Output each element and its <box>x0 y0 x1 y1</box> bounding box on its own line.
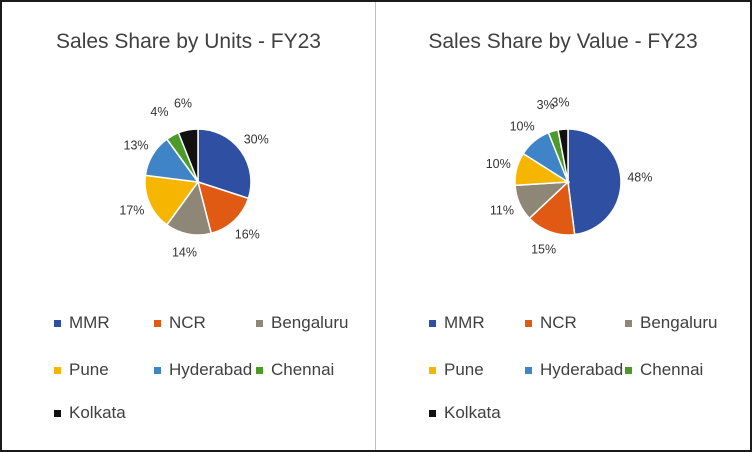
data-label-kolkata: 6% <box>174 96 192 110</box>
data-label-bengaluru: 14% <box>172 246 197 260</box>
pie-slice-mmr <box>567 128 622 236</box>
pie-slice-kolkata <box>557 128 569 183</box>
data-label-hyderabad: 10% <box>510 120 535 134</box>
pie-slice-ncr <box>528 180 576 236</box>
data-label-mmr: 48% <box>627 170 652 184</box>
data-label-kolkata: 3% <box>551 95 569 109</box>
value-chart-title: Sales Share by Value - FY23 <box>428 30 698 53</box>
units-chart-panel: Sales Share by Units - FY23 30% 16% 14% 17%… <box>2 2 375 450</box>
data-label-ncr: 16% <box>235 227 260 241</box>
panel-divider <box>375 2 376 450</box>
units-pie-chart: 30% 16% 14% 17% 13% 4% 6% <box>119 96 269 260</box>
data-label-pune: 17% <box>119 204 144 218</box>
pie-slice-pune <box>144 174 200 226</box>
pie-slice-ncr <box>196 180 250 235</box>
value-chart-panel: Sales Share by Value - FY23 48% 15% 11% 10%… <box>376 2 750 450</box>
data-label-ncr: 15% <box>531 243 556 257</box>
data-label-chennai: 3% <box>537 98 555 112</box>
data-label-mmr: 30% <box>244 133 269 147</box>
pie-slice-mmr <box>197 128 252 200</box>
units-chart-title: Sales Share by Units - FY23 <box>56 30 321 53</box>
value-pie-chart: 48%15%11%10%10%3%3% <box>486 95 653 257</box>
data-label-chennai: 4% <box>150 105 168 119</box>
data-label-hyderabad: 13% <box>124 138 149 152</box>
data-label-pune: 10% <box>486 157 511 171</box>
data-label-bengaluru: 11% <box>490 204 514 218</box>
pie-slice-kolkata <box>177 128 199 183</box>
